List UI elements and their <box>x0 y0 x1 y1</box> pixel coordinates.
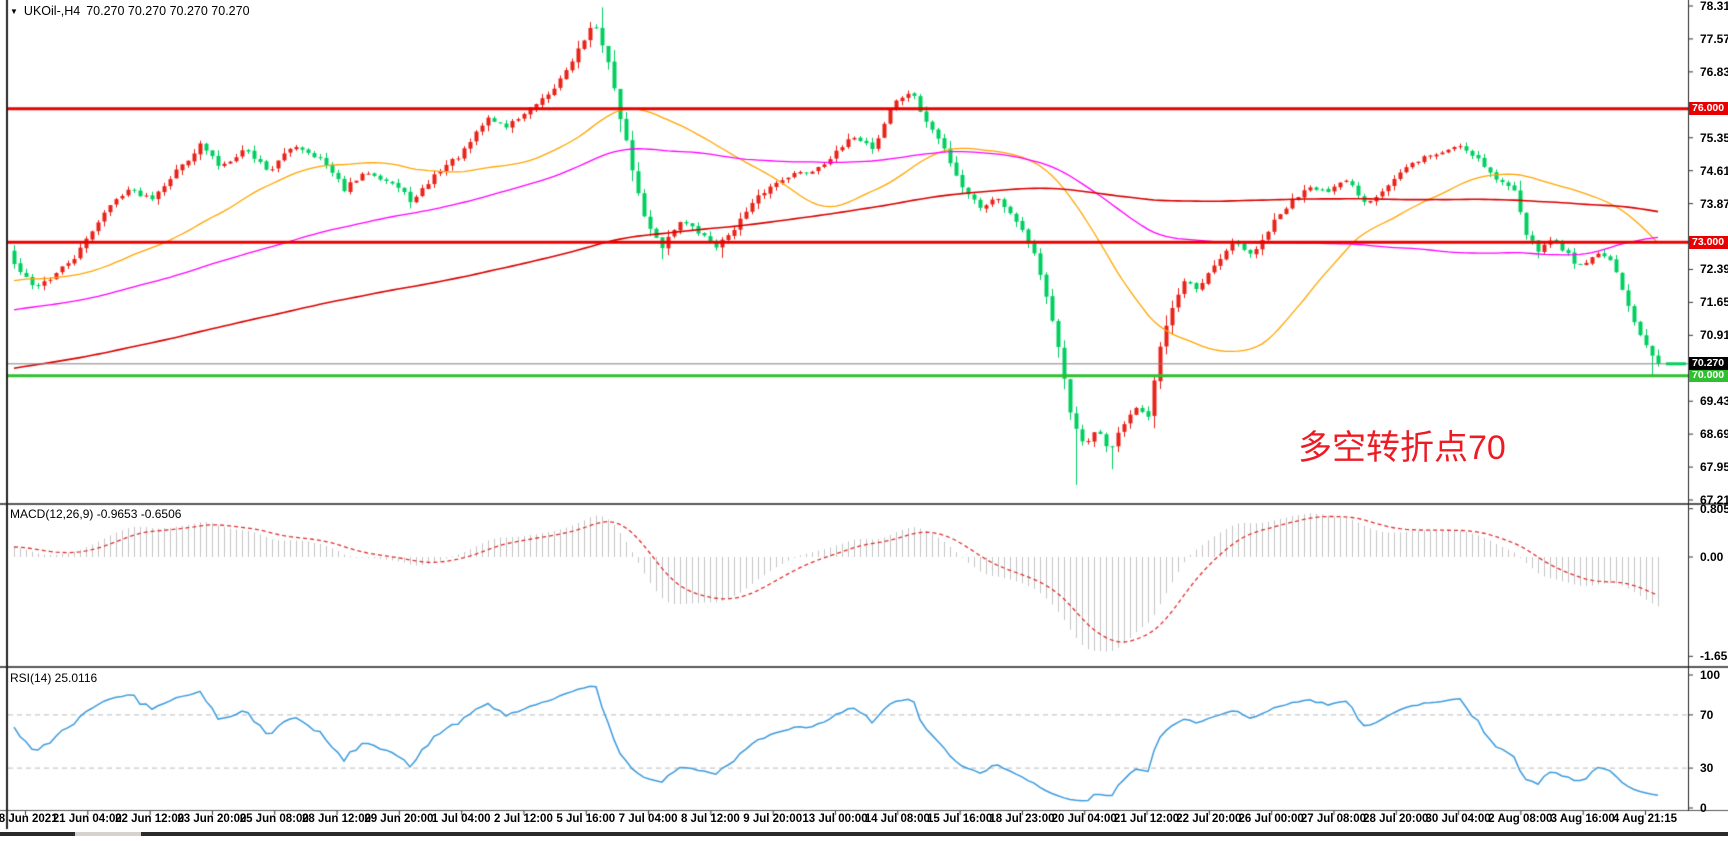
time-axis-label: 21 Jun 04:00 <box>52 813 122 825</box>
price-axis-label: 72.390 <box>1700 262 1728 277</box>
price-axis-label: 67.210 <box>1700 493 1728 507</box>
price-axis-label: 71.650 <box>1700 295 1728 310</box>
symbol-period-label: UKOil-,H4 <box>23 4 81 18</box>
time-axis-label: 9 Jul 20:00 <box>743 813 803 825</box>
price-axis-label: 77.570 <box>1700 31 1728 46</box>
time-axis-label: 8 Jul 12:00 <box>680 813 740 825</box>
time-axis-label: 5 Jul 16:00 <box>556 813 616 825</box>
time-axis-label: 27 Jul 08:00 <box>1300 813 1367 825</box>
rsi-axis-label: 0 <box>1700 801 1707 815</box>
scrollbar-thumb[interactable] <box>75 832 141 836</box>
time-axis-label: 22 Jun 12:00 <box>115 813 185 825</box>
rsi-axis-label: 70 <box>1700 707 1714 722</box>
time-axis-label: 30 Jul 04:00 <box>1425 813 1491 825</box>
macd-axis: 0.805 0.00 -1.6556 <box>1694 0 1728 841</box>
rsi-axis-label: 30 <box>1700 761 1714 776</box>
resistance_lower-price-box: 73.000 <box>1689 235 1728 249</box>
macd-axis-label: 0.805 <box>1700 501 1728 516</box>
rsi-axis-label: 100 <box>1700 668 1721 682</box>
time-axis-label: 18 Jul 23:00 <box>989 813 1055 825</box>
time-axis-label: 29 Jun 20:00 <box>364 813 434 825</box>
time-axis-label: 25 Jun 08:00 <box>239 813 309 825</box>
price-axis-label: 70.910 <box>1700 328 1728 343</box>
time-axis-label: 28 Jun 12:00 <box>302 813 372 825</box>
chevron-down-icon[interactable]: ▼ <box>10 6 18 16</box>
time-axis-label: 4 Aug 21:15 <box>1612 813 1678 825</box>
time-axis-label: 26 Jul 00:00 <box>1238 813 1304 825</box>
price-axis-label: 76.830 <box>1700 64 1728 79</box>
rsi-axis: 100 70 30 0 <box>1694 0 1728 841</box>
price-axis-label: 73.870 <box>1700 196 1728 211</box>
price-annotation-text: 多空转折点70 <box>1298 429 1506 467</box>
current_price-price-box: 70.270 <box>1689 357 1728 371</box>
macd-indicator-label: MACD(12,26,9) -0.9653 -0.6506 <box>10 507 182 521</box>
price-axis-label: 67.950 <box>1700 460 1728 475</box>
time-axis-label: 1 Jul 04:00 <box>431 813 491 825</box>
price-axis-label: 78.310 <box>1700 0 1728 13</box>
time-axis-label: 14 Jul 08:00 <box>864 813 930 825</box>
symbol-selector[interactable]: ▼ UKOil-,H4 70.270 70.270 70.270 70.270 <box>10 4 250 18</box>
time-axis-label: 15 Jul 16:00 <box>927 813 993 825</box>
time-axis-label: 2 Jul 12:00 <box>494 813 553 825</box>
time-axis-label: 7 Jul 04:00 <box>618 813 678 825</box>
ohlc-quotes-label: 70.270 70.270 70.270 70.270 <box>86 4 250 18</box>
time-axis-label: 18 Jun 2021 <box>0 813 58 825</box>
time-axis-label: 20 Jul 04:00 <box>1051 813 1117 825</box>
time-axis-label: 28 Jul 20:00 <box>1363 813 1429 825</box>
time-axis-label: 2 Aug 08:00 <box>1488 813 1553 825</box>
time-axis-label: 3 Aug 16:00 <box>1550 813 1615 825</box>
horizontal-scrollbar[interactable] <box>0 832 1728 836</box>
time-axis-label: 13 Jul 00:00 <box>802 813 868 825</box>
macd-axis-label: -1.6556 <box>1700 649 1728 664</box>
price-axis[interactable]: 78.310 77.570 76.830 75.350 74.610 73.870 72.3… <box>1694 0 1728 841</box>
price-axis-label: 69.430 <box>1700 394 1728 409</box>
price-axis-label: 68.690 <box>1700 427 1728 442</box>
support-price-box: 70.000 <box>1689 369 1728 383</box>
time-axis-label: 21 Jul 12:00 <box>1113 813 1180 825</box>
rsi-indicator-label: RSI(14) 25.0116 <box>10 671 98 685</box>
price-axis-label: 74.610 <box>1700 163 1728 178</box>
price-axis-label: 75.350 <box>1700 130 1728 145</box>
time-axis-label: 23 Jun 20:00 <box>177 813 247 825</box>
macd-axis-label: 0.00 <box>1700 550 1724 564</box>
time-axis-label: 22 Jul 20:00 <box>1176 813 1242 825</box>
resistance_upper-price-box: 76.000 <box>1689 102 1728 116</box>
